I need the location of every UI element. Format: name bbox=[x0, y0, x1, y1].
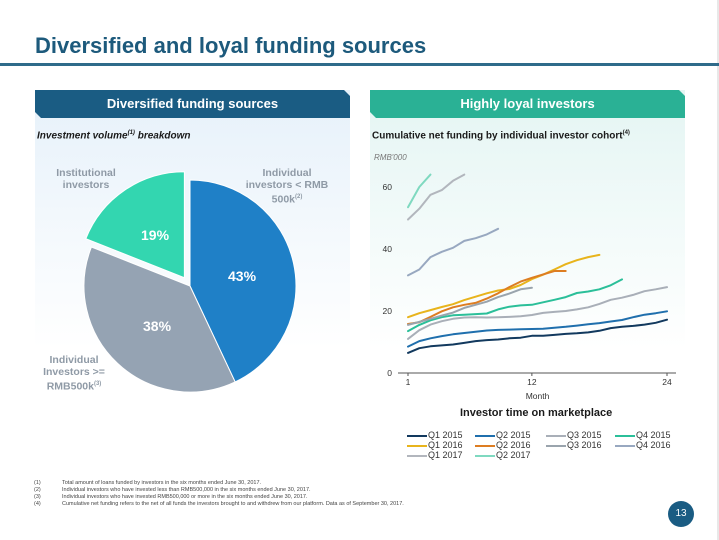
legend-label: Q3 2016 bbox=[567, 440, 602, 450]
legend-swatch bbox=[475, 434, 495, 437]
pie-slice-individual-investors-rmb-500k bbox=[189, 179, 297, 383]
pie-pct-institutional: 19% bbox=[141, 227, 170, 243]
legend-item: Q1 2015 bbox=[407, 430, 463, 440]
footnote-number: (4) bbox=[34, 501, 41, 507]
pie-slice-institutional-investors bbox=[85, 171, 185, 279]
y-tick-label: 0 bbox=[387, 368, 392, 378]
y-tick-label: 40 bbox=[383, 244, 393, 254]
footnote: (3) Individual investors who have investe… bbox=[34, 494, 404, 501]
y-tick-label: 20 bbox=[383, 306, 393, 316]
series-line-q4-2015 bbox=[407, 278, 623, 333]
footnote: (2) Individual investors who have investe… bbox=[34, 487, 404, 494]
legend-swatch bbox=[407, 454, 427, 457]
series-line-q2-2015 bbox=[407, 310, 668, 348]
legend-item: Q1 2017 bbox=[407, 450, 463, 460]
pie-label-institutional: Institutional investors bbox=[50, 167, 122, 191]
page-number: 13 bbox=[668, 501, 694, 527]
right-panel: Highly loyal investors Cumulative net fu… bbox=[370, 90, 685, 460]
footnote-text: Total amount of loans funded by investor… bbox=[62, 480, 262, 486]
legend-swatch bbox=[475, 454, 495, 457]
legend-item: Q2 2017 bbox=[475, 450, 531, 460]
line-subtitle-footnote: (4) bbox=[622, 130, 630, 136]
legend-title: Investor time on marketplace bbox=[460, 407, 613, 419]
pie-label-line: Institutional bbox=[56, 167, 116, 179]
left-panel-header: Diversified funding sources bbox=[35, 90, 350, 118]
footnote-text: Individual investors who have invested R… bbox=[62, 494, 308, 500]
title-divider bbox=[0, 63, 719, 66]
page-title: Diversified and loyal funding sources bbox=[35, 33, 427, 58]
pie-subtitle-footnote: (1) bbox=[127, 130, 135, 136]
x-tick-label: 1 bbox=[406, 377, 411, 387]
footnote-number: (1) bbox=[34, 480, 41, 486]
footnote-number: (3) bbox=[34, 494, 41, 500]
line-subtitle-main: Cumulative net funding by individual inv… bbox=[372, 130, 623, 142]
footnote: (4) Cumulative net funding refers to the … bbox=[34, 501, 404, 508]
footnote-number: (2) bbox=[34, 487, 41, 493]
legend-swatch bbox=[615, 434, 635, 437]
y-axis-unit: RMB'000 bbox=[374, 153, 407, 162]
pie-slice-individual-investors-rmb500k bbox=[83, 246, 236, 393]
pie-label-line: Individual bbox=[262, 167, 312, 179]
x-axis-title: Month bbox=[526, 391, 550, 401]
legend-label: Q3 2015 bbox=[567, 430, 602, 440]
legend-swatch bbox=[546, 434, 566, 437]
pie-label-individual-small: Individual investors < RMB 500k(2) bbox=[232, 167, 342, 206]
y-tick-label: 60 bbox=[383, 182, 393, 192]
legend-swatch bbox=[475, 444, 495, 447]
legend-item: Q4 2015 bbox=[615, 430, 671, 440]
series-line-q4-2016 bbox=[407, 227, 500, 277]
pie-label-individual-large: Individual Investors >= RMB500k(3) bbox=[36, 354, 112, 393]
series-line-q1-2017 bbox=[407, 173, 466, 221]
series-line-q2-2016 bbox=[407, 270, 567, 325]
legend-swatch bbox=[407, 444, 427, 447]
pie-label-line: investors < RMB bbox=[245, 179, 329, 191]
legend-label: Q2 2016 bbox=[496, 440, 531, 450]
pie-subtitle-main: Investment volume bbox=[37, 130, 128, 142]
legend-swatch bbox=[407, 434, 427, 437]
legend-swatch bbox=[615, 444, 635, 447]
pie-pct-individual-small: 43% bbox=[228, 268, 257, 284]
line-subtitle: Cumulative net funding by individual inv… bbox=[372, 130, 685, 141]
series-line-q1-2015 bbox=[407, 318, 668, 354]
pie-pct-individual-large: 38% bbox=[143, 318, 172, 334]
pie-label-line: Individual bbox=[49, 354, 99, 366]
x-tick-label: 24 bbox=[662, 377, 672, 387]
legend-item: Q3 2016 bbox=[546, 440, 602, 450]
pie-label-footnote: (3) bbox=[93, 381, 102, 387]
footnote-text: Individual investors who have invested l… bbox=[62, 487, 311, 493]
legend-label: Q4 2015 bbox=[636, 430, 671, 440]
legend-label: Q1 2017 bbox=[428, 450, 463, 460]
legend-label: Q4 2016 bbox=[636, 440, 671, 450]
pie-subtitle: Investment volume(1) breakdown bbox=[37, 130, 350, 141]
legend-label: Q1 2015 bbox=[428, 430, 463, 440]
legend-label: Q2 2017 bbox=[496, 450, 531, 460]
legend-label: Q2 2015 bbox=[496, 430, 531, 440]
legend-item: Q4 2016 bbox=[615, 440, 671, 450]
legend-label: Q1 2016 bbox=[428, 440, 463, 450]
pie-label-line: 500k(2) bbox=[271, 193, 303, 206]
page-edge bbox=[717, 0, 719, 540]
right-panel-header: Highly loyal investors bbox=[370, 90, 685, 118]
series-line-q2-2017 bbox=[407, 173, 432, 209]
legend-item: Q2 2016 bbox=[475, 440, 531, 450]
legend-item: Q1 2016 bbox=[407, 440, 463, 450]
pie-subtitle-rest: breakdown bbox=[134, 130, 191, 142]
pie-label-line: investors bbox=[62, 179, 110, 191]
pie-label-footnote: (2) bbox=[295, 194, 303, 200]
footnote: (1) Total amount of loans funded by inves… bbox=[34, 480, 404, 487]
series-line-q3-2016 bbox=[407, 286, 533, 326]
pie-label-line: Investors >= bbox=[43, 366, 105, 378]
legend-item: Q2 2015 bbox=[475, 430, 531, 440]
series-line-q3-2015 bbox=[407, 286, 668, 340]
footnote-text: Cumulative net funding refers to the net… bbox=[62, 501, 404, 507]
legend-item: Q3 2015 bbox=[546, 430, 602, 440]
legend-swatch bbox=[546, 444, 566, 447]
x-tick-label: 12 bbox=[527, 377, 537, 387]
footnotes: (1) Total amount of loans funded by inves… bbox=[34, 480, 404, 508]
pie-label-line: RMB500k(3) bbox=[46, 380, 102, 393]
